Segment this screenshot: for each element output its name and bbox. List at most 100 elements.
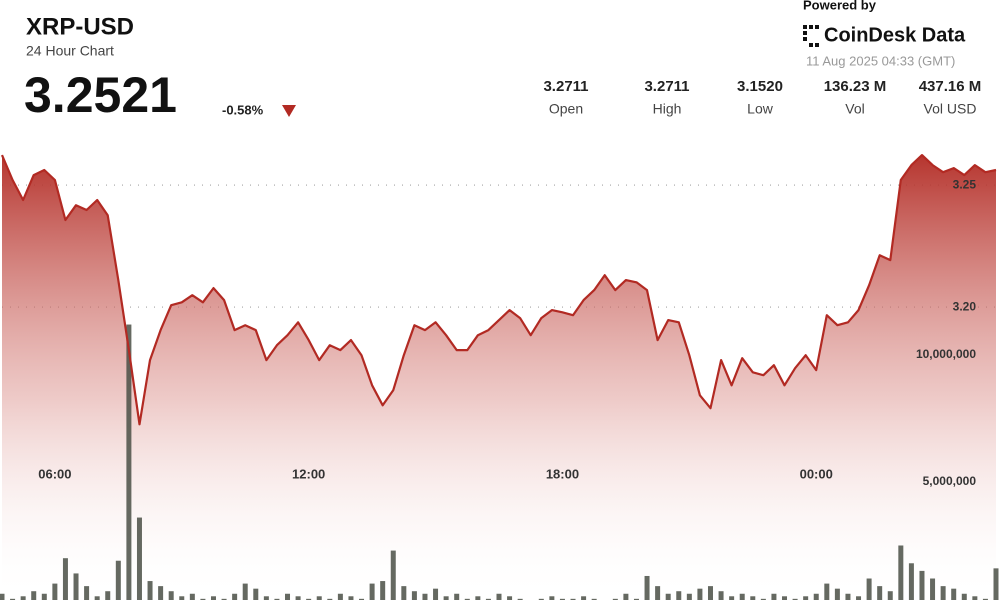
volume-bar xyxy=(549,596,555,600)
stat-value: 437.16 M xyxy=(919,78,982,95)
subtitle: 24 Hour Chart xyxy=(26,43,114,59)
volume-bar xyxy=(982,598,988,600)
volume-bar xyxy=(475,596,481,600)
volume-bar xyxy=(348,596,354,600)
stats: 3.2711 Open 3.2711 High 3.1520 Low 136.23 M Vol… xyxy=(543,78,981,117)
volume-bar xyxy=(253,588,259,600)
volume-bar xyxy=(559,598,565,600)
volume-bar xyxy=(285,593,291,600)
volume-bar xyxy=(517,598,523,600)
volume-bar xyxy=(792,598,798,600)
volume-bar xyxy=(433,588,439,600)
volume-bar xyxy=(612,598,618,600)
volume-bar xyxy=(31,591,37,600)
x-tick-label: 12:00 xyxy=(292,466,325,481)
symbol: XRP-USD xyxy=(26,13,134,40)
price: 3.2521 xyxy=(24,67,177,123)
volume-bar xyxy=(919,570,925,600)
volume-bar xyxy=(760,598,766,600)
volume-bar xyxy=(0,593,5,600)
volume-bar xyxy=(930,578,936,600)
volume-bar xyxy=(443,596,449,600)
volume-bar xyxy=(62,558,68,600)
volume-bar xyxy=(845,593,851,600)
price-area xyxy=(2,155,996,600)
volume-bar xyxy=(972,596,978,600)
volume-bar xyxy=(507,596,513,600)
stat-label: Vol USD xyxy=(924,101,977,117)
stat-label: Vol xyxy=(845,101,864,117)
volume-bar xyxy=(422,593,428,600)
volume-bar xyxy=(221,598,227,600)
brand: CoinDesk Data xyxy=(824,24,966,46)
stat-value: 3.2711 xyxy=(644,78,689,95)
volume-bar xyxy=(729,596,735,600)
volume-bar xyxy=(940,586,946,600)
volume-bar xyxy=(20,596,26,600)
volume-bar xyxy=(158,586,164,600)
volume-bar xyxy=(401,586,407,600)
volume-bar xyxy=(581,596,587,600)
volume-bar xyxy=(697,588,703,600)
volume-bar xyxy=(877,586,883,600)
y2-tick-label: 5,000,000 xyxy=(923,474,977,488)
volume-bar xyxy=(898,545,904,600)
volume-bar xyxy=(390,550,396,600)
y-tick-label: 3.20 xyxy=(953,299,977,313)
price-line xyxy=(0,154,997,426)
volume-bar xyxy=(94,596,100,600)
volume-bar xyxy=(665,593,671,600)
change: -0.58% xyxy=(222,102,264,117)
volume-bar xyxy=(359,598,365,600)
volume-bar xyxy=(824,583,830,600)
volume-bar xyxy=(52,583,58,600)
volume-bar xyxy=(168,591,174,600)
volume-bar xyxy=(337,593,343,600)
volume-bar xyxy=(993,568,999,600)
volume-bar xyxy=(771,593,777,600)
volume-bar xyxy=(538,598,544,600)
stat-label: High xyxy=(653,101,682,117)
volume-bar xyxy=(84,586,90,600)
volume-bar xyxy=(189,593,195,600)
volume-bar xyxy=(316,596,322,600)
volume-bar xyxy=(295,596,301,600)
plot-area xyxy=(0,154,999,600)
y2-tick-label: 10,000,000 xyxy=(916,347,976,361)
volume-bar xyxy=(718,591,724,600)
volume-bar xyxy=(454,593,460,600)
volume-bar xyxy=(951,588,957,600)
volume-bar xyxy=(369,583,375,600)
volume-bar xyxy=(961,593,967,600)
down-arrow xyxy=(282,105,296,117)
volume-bar xyxy=(676,591,682,600)
volume-bar xyxy=(136,517,142,600)
stat-label: Low xyxy=(747,101,774,117)
volume-bar xyxy=(306,598,312,600)
volume-bar xyxy=(232,593,238,600)
volume-bar xyxy=(813,593,819,600)
volume-bar xyxy=(623,593,629,600)
volume-bar xyxy=(856,596,862,600)
volume-bar xyxy=(485,598,491,600)
volume-bar xyxy=(739,593,745,600)
volume-bar xyxy=(707,586,713,600)
stat-value: 3.1520 xyxy=(737,78,783,95)
volume-bar xyxy=(591,598,597,600)
stat-label: Open xyxy=(549,101,583,117)
x-tick-label: 06:00 xyxy=(38,466,71,481)
volume-bar xyxy=(10,598,16,600)
volume-bar xyxy=(644,575,650,600)
volume-bar xyxy=(866,578,872,600)
volume-bar xyxy=(105,591,111,600)
volume-bar xyxy=(242,583,248,600)
volume-bar xyxy=(803,596,809,600)
volume-bar xyxy=(200,598,206,600)
volume-bar xyxy=(570,598,576,600)
volume-bar xyxy=(41,593,47,600)
volume-bar xyxy=(179,596,185,600)
volume-bar xyxy=(263,596,269,600)
volume-bar xyxy=(908,563,914,600)
volume-bar xyxy=(380,581,386,600)
